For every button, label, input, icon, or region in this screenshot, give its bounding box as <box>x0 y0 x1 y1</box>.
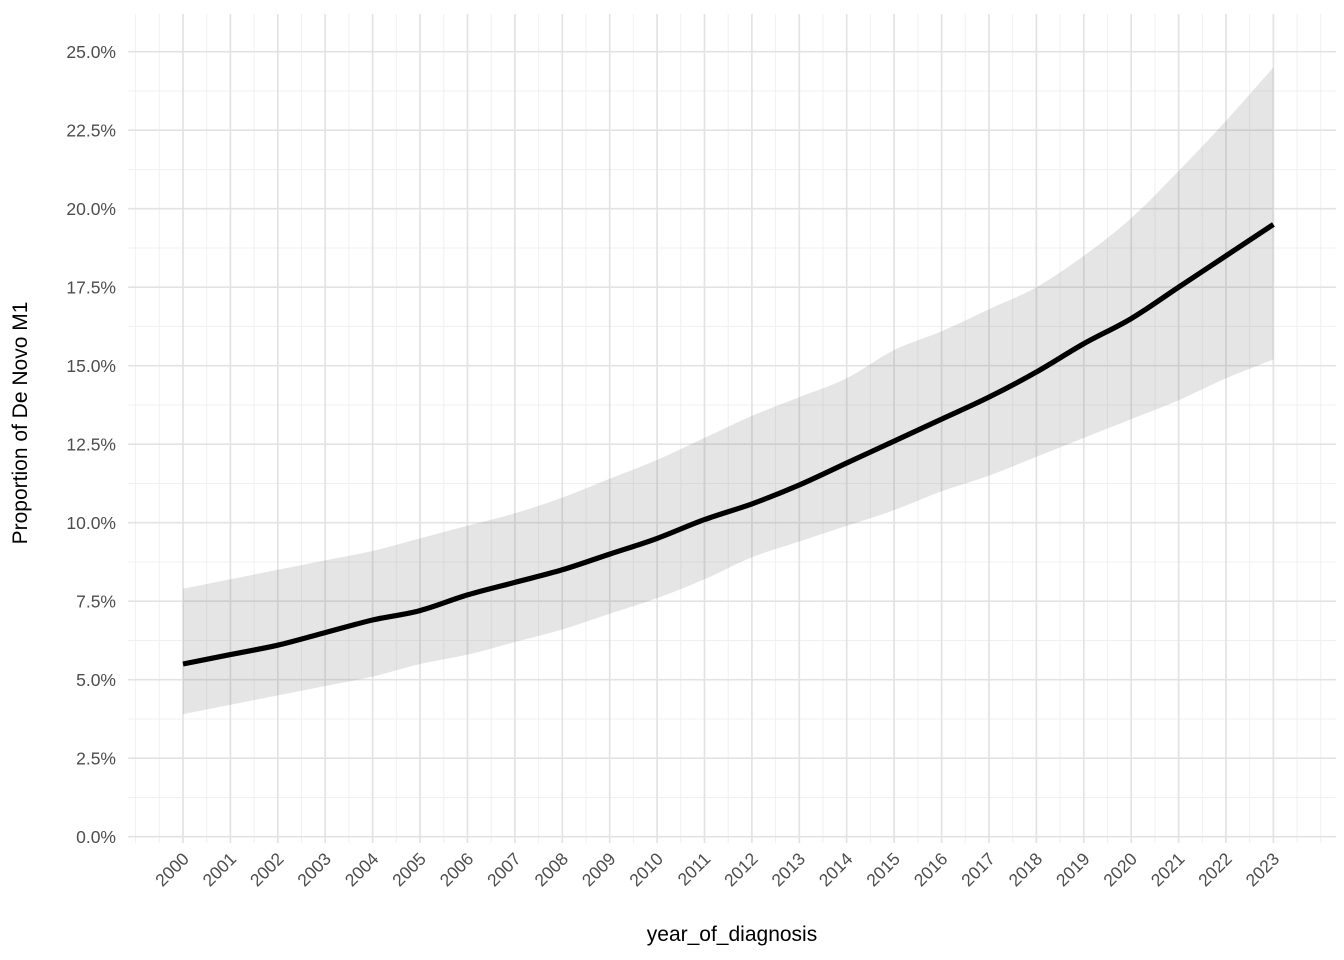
gridlines-major <box>128 14 1336 843</box>
gridlines-minor <box>128 14 1336 843</box>
x-tick-label: 2000 <box>151 849 193 891</box>
y-tick-label: 10.0% <box>66 513 116 533</box>
y-tick-label: 15.0% <box>66 356 116 376</box>
x-tick-label: 2002 <box>246 849 288 891</box>
y-tick-label: 12.5% <box>66 434 116 454</box>
x-tick-label: 2004 <box>341 849 383 891</box>
x-tick-label: 2003 <box>293 849 335 891</box>
x-axis-tick-labels: 2000 2001 2002 2003 2004 2005 2006 2007 2008 2009… <box>151 849 1283 891</box>
x-tick-label: 2010 <box>625 849 667 891</box>
x-tick-label: 2023 <box>1242 849 1284 891</box>
trend-line <box>182 222 1275 667</box>
x-tick-label: 2007 <box>483 849 525 891</box>
x-tick-label: 2017 <box>957 849 999 891</box>
x-tick-label: 2020 <box>1099 849 1141 891</box>
x-tick-label: 2016 <box>910 849 952 891</box>
x-tick-label: 2022 <box>1194 849 1236 891</box>
x-tick-label: 2001 <box>199 849 241 891</box>
y-tick-label: 22.5% <box>66 120 116 140</box>
y-tick-label: 2.5% <box>76 748 116 768</box>
x-tick-label: 2021 <box>1147 849 1189 891</box>
y-tick-label: 5.0% <box>76 670 116 690</box>
confidence-ribbon <box>183 67 1274 715</box>
x-tick-label: 2019 <box>1052 849 1094 891</box>
x-tick-label: 2014 <box>815 849 857 891</box>
x-tick-label: 2008 <box>530 849 572 891</box>
y-axis-title: Proportion of De Novo M1 <box>9 302 32 545</box>
x-tick-label: 2006 <box>436 849 478 891</box>
y-tick-label: 20.0% <box>66 199 116 219</box>
x-tick-label: 2015 <box>862 849 904 891</box>
y-tick-label: 7.5% <box>76 591 116 611</box>
y-axis-tick-labels: 0.0% 2.5% 5.0% 7.5% 10.0% 12.5% 15.0% 17.5% 20.0… <box>66 42 116 847</box>
x-tick-label: 2013 <box>767 849 809 891</box>
y-tick-label: 0.0% <box>76 827 116 847</box>
x-tick-label: 2009 <box>578 849 620 891</box>
y-tick-label: 17.5% <box>66 277 116 297</box>
x-tick-label: 2012 <box>720 849 762 891</box>
x-axis-title: year_of_diagnosis <box>647 923 817 946</box>
x-tick-label: 2005 <box>388 849 430 891</box>
y-tick-label: 25.0% <box>66 42 116 62</box>
x-tick-label: 2011 <box>674 849 715 890</box>
x-tick-label: 2018 <box>1005 849 1047 891</box>
